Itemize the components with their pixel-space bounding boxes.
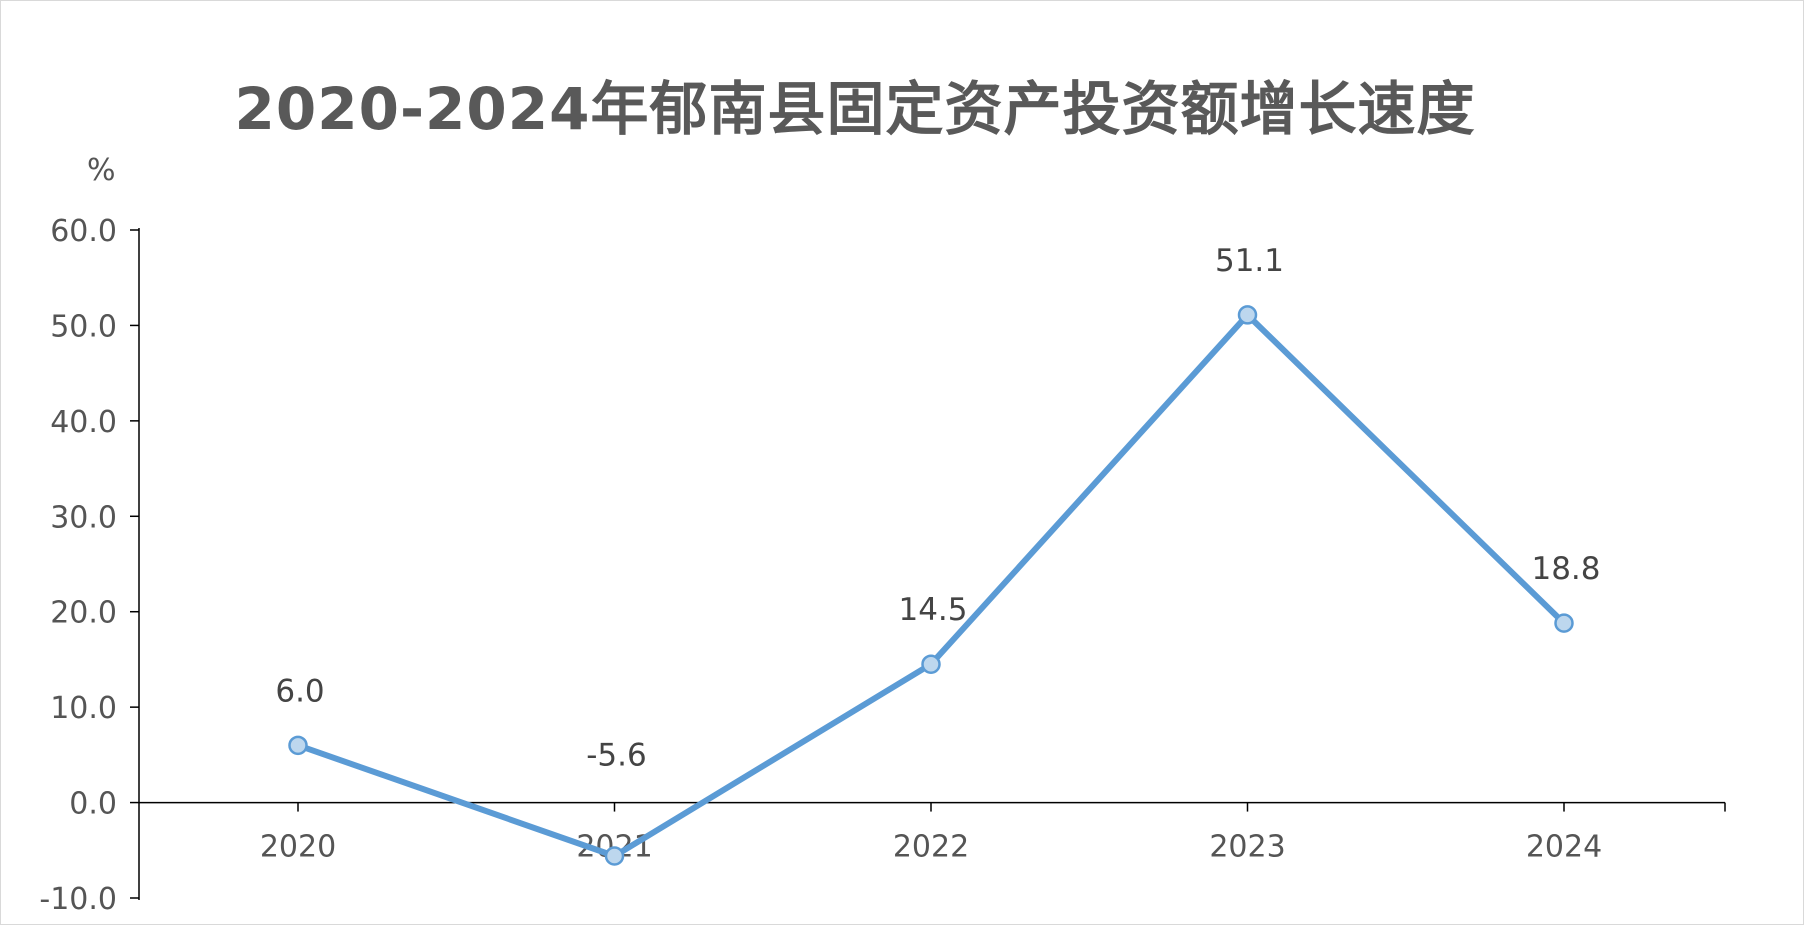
y-axis-unit-label: % [87,153,116,188]
x-tick-label: 2024 [1526,830,1602,865]
data-label: 14.5 [898,592,967,628]
x-axis: 20202021202220232024 [139,801,1726,865]
x-tick-label: 2023 [1209,830,1285,865]
data-point [288,735,308,756]
y-axis: -10.0 0.0 10.0 20.0 30.0 40.0 50.0 60.0 [39,214,140,917]
data-label: 6.0 [275,673,324,709]
y-tick-label: 60.0 [50,214,117,249]
data-point [1554,613,1574,633]
chart-title: 2020-2024年郁南县固定资产投资额增长速度 [234,75,1476,143]
data-point [1237,305,1258,325]
y-tick-label: 10.0 [50,691,117,726]
y-tick-label: 40.0 [50,405,117,440]
y-tick-label: 20.0 [50,596,117,631]
data-label: -5.6 [586,738,647,774]
x-tick-label: 2020 [260,830,336,865]
data-label-group: 6.0 -5.6 14.5 51.1 18.8 [275,243,1600,774]
data-label: 51.1 [1215,243,1284,279]
data-point [604,846,625,866]
y-tick-label: 50.0 [50,309,117,344]
series-line [295,311,1567,860]
x-tick-label: 2022 [893,830,969,865]
series-line-group [288,305,1574,866]
data-label: 18.8 [1531,551,1600,587]
y-tick-label: 0.0 [69,787,117,822]
y-tick-label: -10.0 [39,882,117,917]
data-point [921,654,941,674]
y-tick-label: 30.0 [50,500,117,535]
